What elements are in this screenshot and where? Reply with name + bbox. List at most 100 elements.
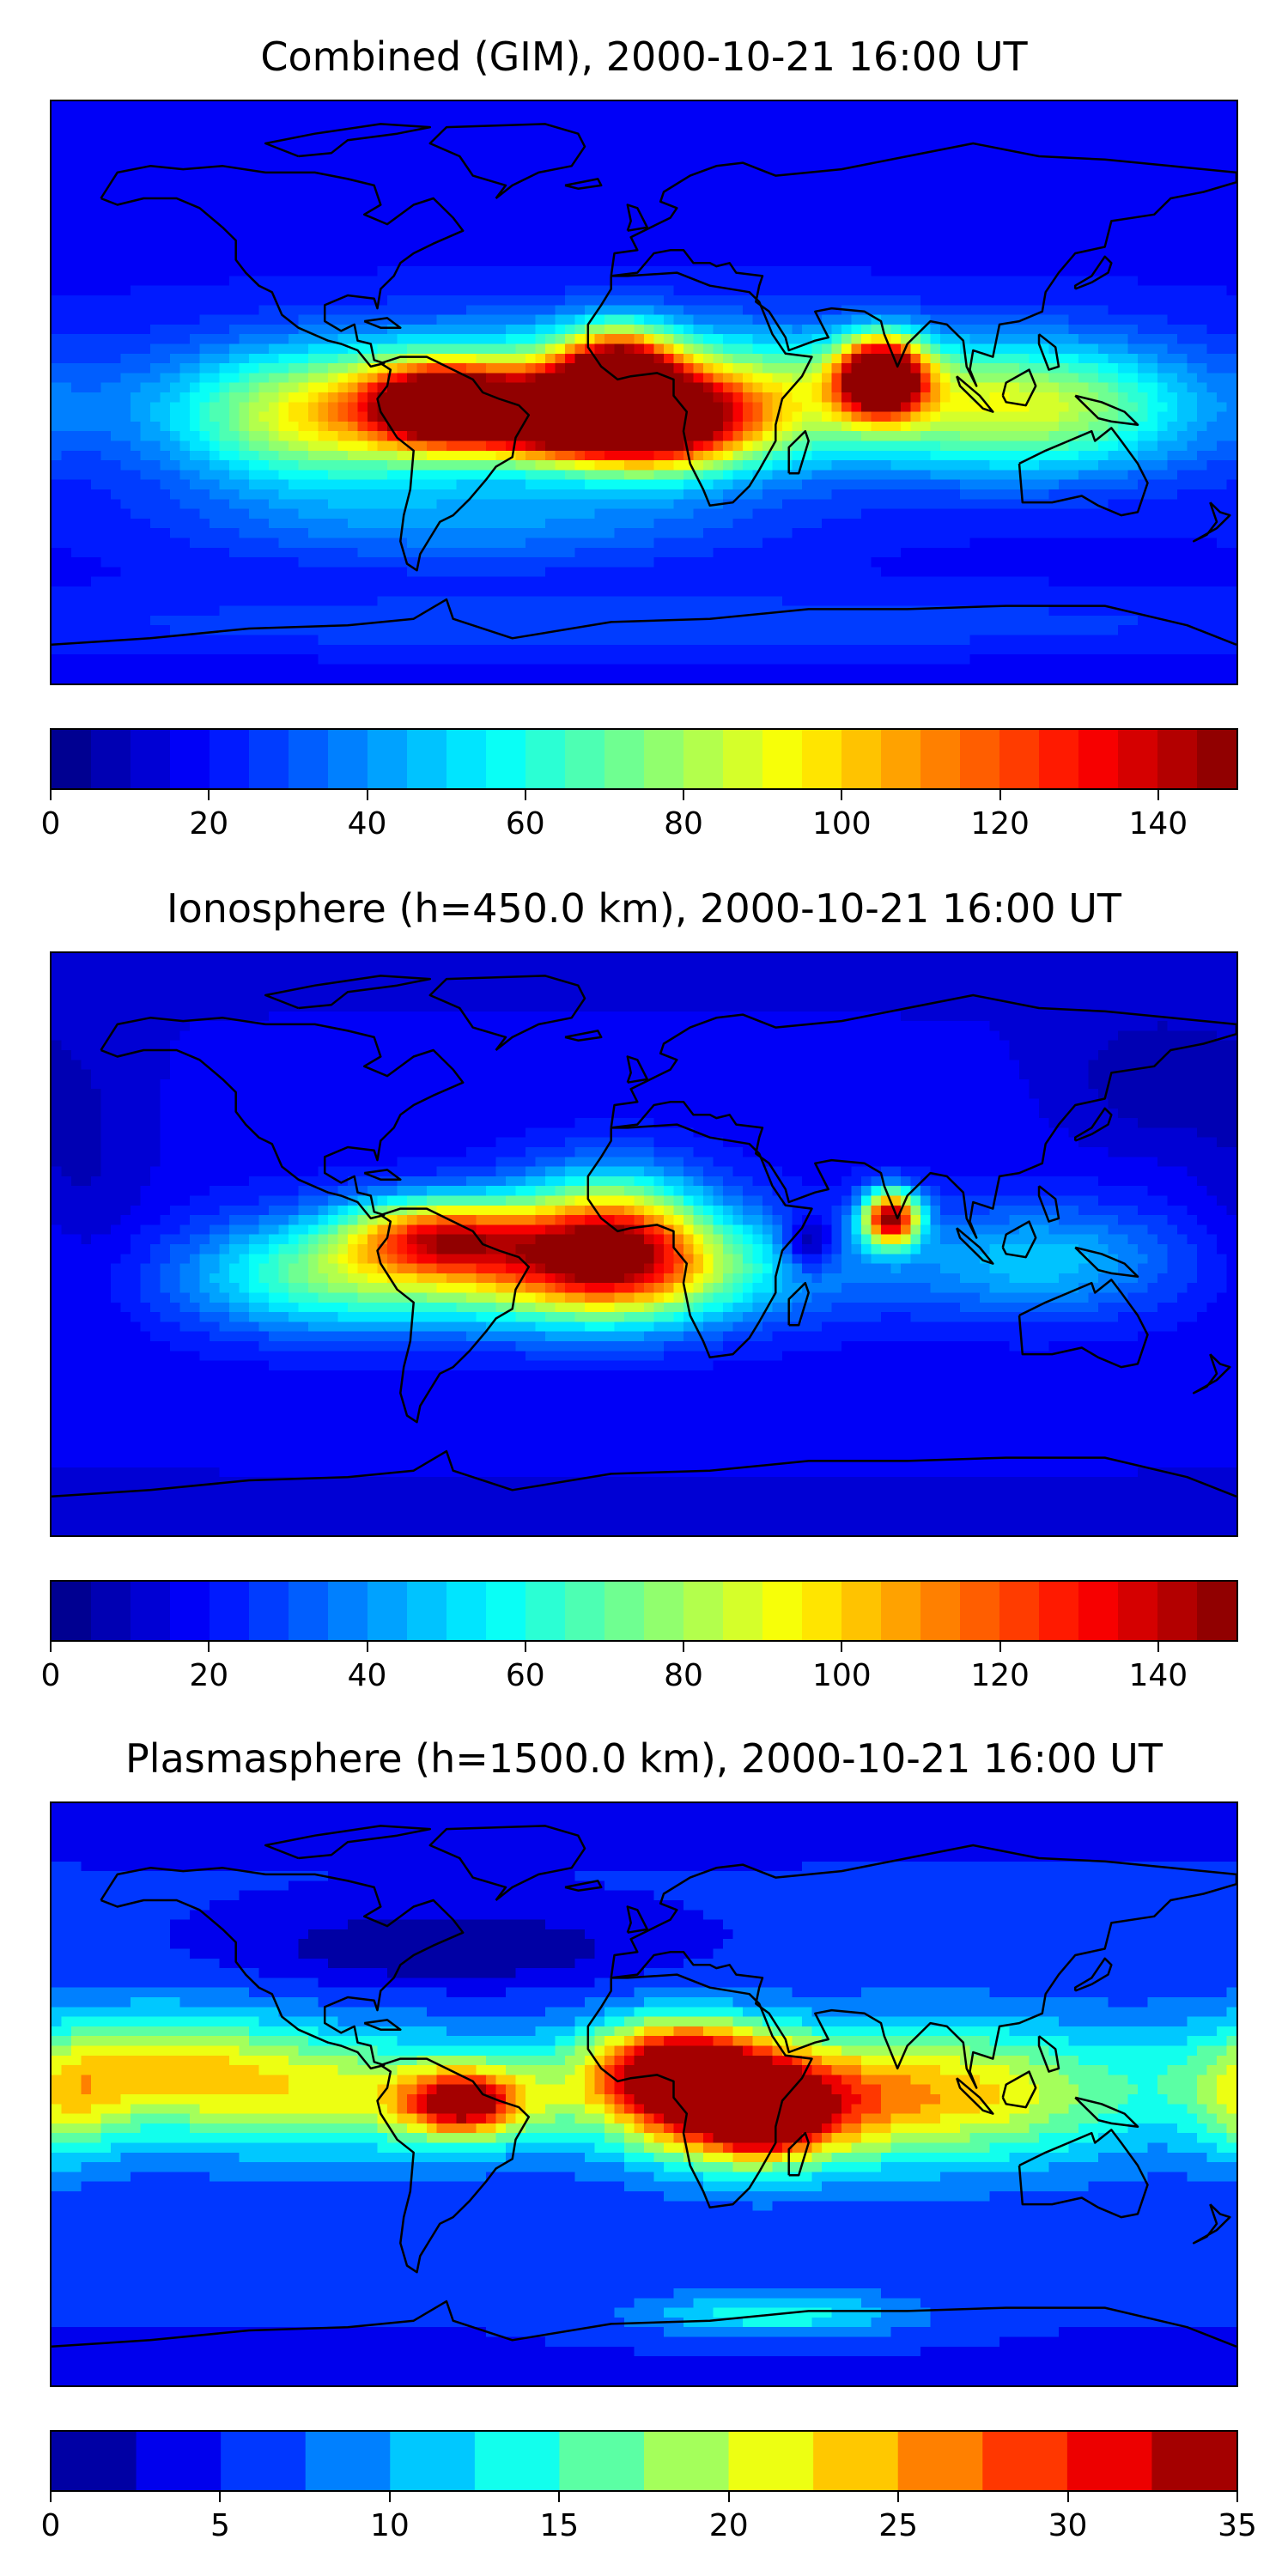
heatmap-cell — [140, 334, 151, 345]
heatmap-cell — [555, 411, 566, 422]
heatmap-cell — [526, 440, 537, 452]
heatmap-cell — [170, 353, 181, 364]
heatmap-cell — [1217, 140, 1228, 151]
heatmap-cell — [811, 421, 823, 432]
heatmap-cell — [160, 217, 171, 228]
heatmap-cell — [841, 295, 853, 306]
heatmap-cell — [969, 440, 981, 452]
heatmap-cell — [515, 450, 526, 461]
heatmap-cell — [653, 256, 665, 267]
heatmap-cell — [1108, 314, 1119, 325]
heatmap-cell — [1009, 276, 1020, 287]
heatmap-cell — [466, 237, 477, 248]
heatmap-cell — [397, 450, 408, 461]
heatmap-cell — [407, 411, 418, 422]
heatmap-cell — [989, 295, 1000, 306]
heatmap-cell — [989, 382, 1000, 393]
heatmap-cell — [368, 334, 379, 345]
heatmap-cell — [348, 499, 359, 510]
heatmap-cell — [999, 179, 1011, 190]
heatmap-cell — [605, 431, 616, 442]
heatmap-cell — [1157, 266, 1169, 276]
heatmap-cell — [456, 440, 467, 452]
heatmap-cell — [289, 198, 300, 209]
heatmap-cell — [239, 159, 250, 170]
heatmap-cell — [1217, 460, 1228, 471]
heatmap-cell — [91, 246, 102, 258]
heatmap-cell — [980, 227, 991, 238]
heatmap-cell — [555, 285, 566, 296]
heatmap-cell — [851, 363, 862, 374]
heatmap-cell — [871, 324, 882, 335]
heatmap-cell — [387, 120, 398, 131]
heatmap-cell — [436, 188, 447, 199]
heatmap-cell — [150, 266, 161, 276]
heatmap-cell — [1226, 411, 1236, 422]
heatmap-cell — [229, 499, 240, 510]
heatmap-cell — [526, 460, 537, 471]
heatmap-cell — [1167, 402, 1178, 413]
heatmap-cell — [199, 305, 210, 316]
heatmap-cell — [940, 334, 951, 345]
heatmap-cell — [190, 324, 201, 335]
heatmap-cell — [387, 431, 398, 442]
heatmap-cell — [999, 111, 1011, 122]
heatmap-cell — [930, 334, 941, 345]
heatmap-cell — [545, 169, 556, 179]
heatmap-cell — [1187, 130, 1198, 141]
heatmap-cell — [999, 208, 1011, 219]
heatmap-cell — [1019, 343, 1030, 355]
heatmap-cell — [61, 314, 72, 325]
heatmap-cell — [1078, 305, 1090, 316]
heatmap-cell — [782, 198, 793, 209]
heatmap-cell — [585, 353, 596, 364]
heatmap-cell — [61, 421, 72, 432]
heatmap-cell — [1217, 450, 1228, 461]
heatmap-cell — [664, 266, 675, 276]
heatmap-cell — [1147, 188, 1158, 199]
heatmap-cell — [1048, 159, 1060, 170]
heatmap-cell — [605, 373, 616, 384]
heatmap-cell — [298, 460, 309, 471]
heatmap-cell — [545, 285, 556, 296]
heatmap-cell — [713, 440, 724, 452]
heatmap-cell — [1039, 363, 1050, 374]
heatmap-cell — [120, 256, 131, 267]
heatmap-cell — [989, 217, 1000, 228]
heatmap-cell — [328, 169, 339, 179]
heatmap-cell — [811, 208, 823, 219]
heatmap-cell — [506, 382, 517, 393]
heatmap-cell — [456, 489, 467, 500]
heatmap-cell — [644, 450, 655, 461]
heatmap-cell — [190, 179, 201, 190]
heatmap-cell — [1039, 392, 1050, 403]
heatmap-cell — [397, 246, 408, 258]
heatmap-cell — [495, 101, 507, 112]
heatmap-cell — [1029, 392, 1040, 403]
heatmap-cell — [950, 246, 961, 258]
heatmap-cell — [278, 353, 289, 364]
heatmap-cell — [1118, 159, 1129, 170]
heatmap-cell — [111, 489, 122, 500]
heatmap-cell — [772, 314, 783, 325]
heatmap-cell — [772, 256, 783, 267]
heatmap-cell — [150, 450, 161, 461]
heatmap-cell — [1048, 111, 1060, 122]
heatmap-cell — [397, 169, 408, 179]
heatmap-cell — [653, 188, 665, 199]
heatmap-cell — [1187, 140, 1198, 151]
heatmap-cell — [713, 479, 724, 490]
heatmap-cell — [910, 276, 921, 287]
heatmap-cell — [841, 198, 853, 209]
heatmap-cell — [229, 421, 240, 432]
heatmap-cell — [545, 479, 556, 490]
heatmap-cell — [289, 285, 300, 296]
heatmap-cell — [239, 402, 250, 413]
heatmap-cell — [792, 198, 803, 209]
heatmap-cell — [81, 208, 92, 219]
heatmap-cell — [969, 179, 981, 190]
heatmap-cell — [436, 149, 447, 161]
heatmap-cell — [999, 140, 1011, 151]
heatmap-cell — [1098, 314, 1109, 325]
heatmap-cell — [871, 460, 882, 471]
